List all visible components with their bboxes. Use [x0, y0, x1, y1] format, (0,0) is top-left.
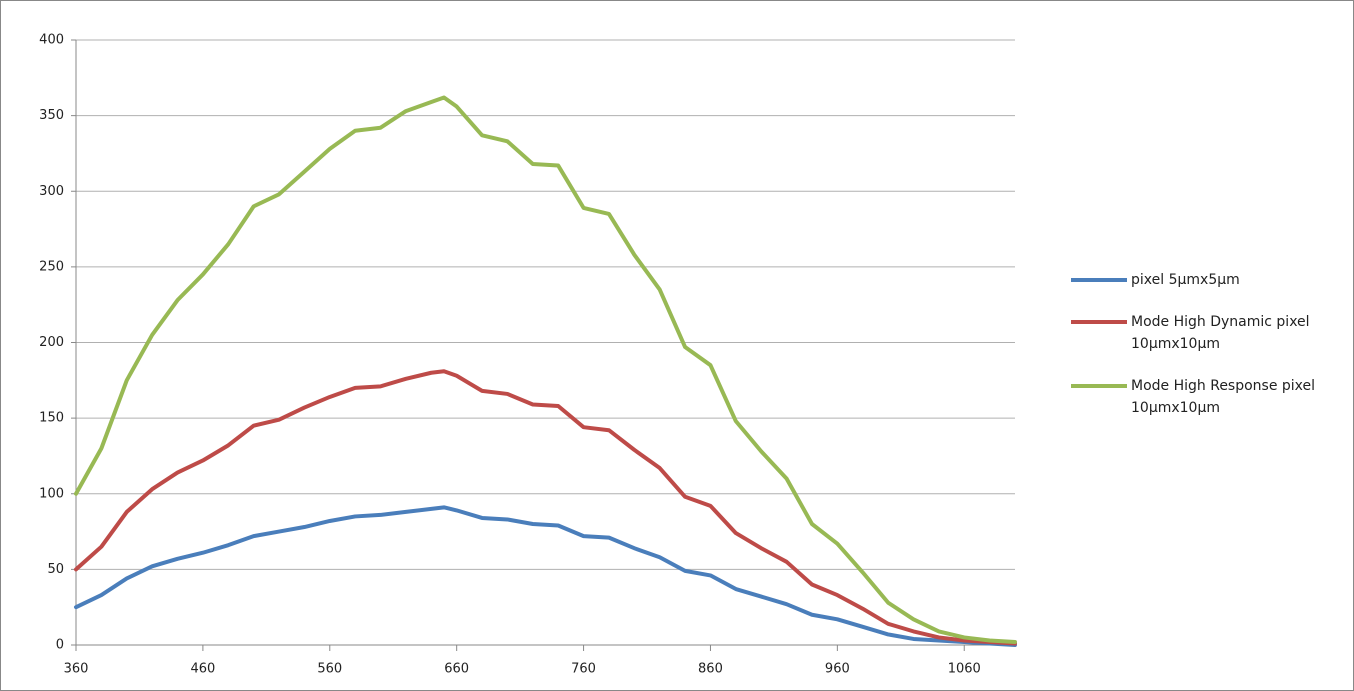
- y-tick-label: 0: [56, 638, 64, 653]
- y-tick-label: 150: [39, 411, 64, 426]
- series-line: [74, 369, 1017, 646]
- x-tick-label: 960: [825, 662, 850, 677]
- x-tick-label: 860: [698, 662, 723, 677]
- x-tick-label: 360: [64, 662, 89, 677]
- legend-item: Mode High Response pixel 10µmx10µm: [1071, 375, 1341, 419]
- legend-label: pixel 5µmx5µm: [1131, 272, 1240, 288]
- y-tick-label: 100: [39, 486, 64, 501]
- legend-item: Mode High Dynamic pixel 10µmx10µm: [1071, 311, 1341, 355]
- legend-label: Mode High Dynamic pixel 10µmx10µm: [1131, 314, 1310, 352]
- series-line: [74, 505, 1017, 647]
- legend-swatch: [1071, 278, 1127, 282]
- y-tick-label: 300: [39, 184, 64, 199]
- legend-item: pixel 5µmx5µm: [1071, 269, 1341, 291]
- x-tick-label: 460: [190, 662, 215, 677]
- y-tick-label: 50: [47, 562, 64, 577]
- y-tick-label: 350: [39, 108, 64, 123]
- legend-swatch: [1071, 384, 1127, 388]
- series-line: [74, 95, 1017, 644]
- y-tick-label: 250: [39, 259, 64, 274]
- x-tick-label: 560: [317, 662, 342, 677]
- legend-label: Mode High Response pixel 10µmx10µm: [1131, 378, 1316, 416]
- legend-swatch: [1071, 320, 1127, 324]
- y-tick-label: 400: [39, 33, 64, 48]
- x-tick-label: 760: [571, 662, 596, 677]
- y-tick-label: 200: [39, 335, 64, 350]
- x-tick-label: 660: [444, 662, 469, 677]
- legend: pixel 5µmx5µm Mode High Dynamic pixel 10µ…: [1071, 269, 1341, 439]
- x-tick-label: 1060: [948, 662, 981, 677]
